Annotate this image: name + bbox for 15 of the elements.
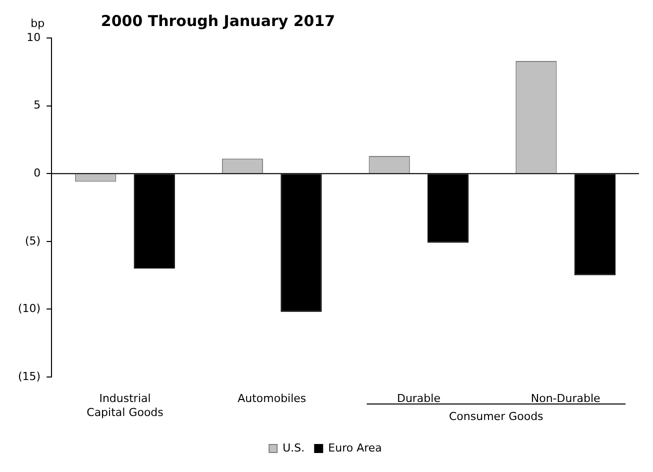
y-axis-title: bp — [30, 16, 45, 30]
x-tick-label: Non-Durable — [530, 392, 601, 405]
y-tick-label: (15) — [18, 370, 41, 383]
y-tick-label: (10) — [18, 302, 41, 316]
y-tick-label: (5) — [24, 234, 41, 248]
chart-title: 2000 Through January 2017 — [100, 12, 336, 30]
x-tick-label: Durable — [396, 392, 441, 405]
y-tick-label: 5 — [34, 98, 41, 112]
text: Consumer Goods — [448, 410, 544, 423]
x-tick-label: Industrial Capital Goods — [86, 392, 164, 419]
legend-label: U.S. — [282, 441, 305, 454]
y-tick-label: 0 — [34, 166, 41, 180]
y-tick-label: 10 — [26, 30, 41, 44]
legend-label: Euro Area — [328, 441, 382, 454]
x-tick-label: Automobiles — [238, 392, 306, 405]
